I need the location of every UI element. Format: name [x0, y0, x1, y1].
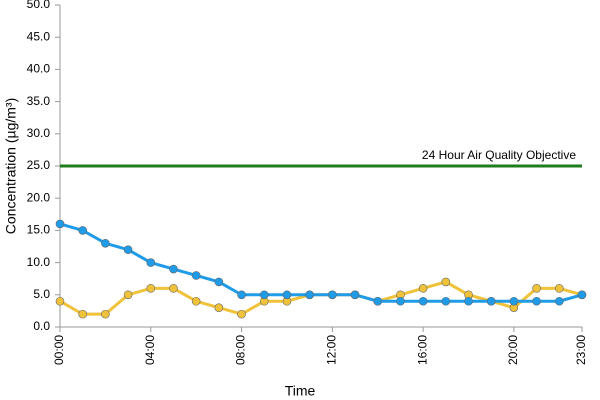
data-point [123, 245, 133, 255]
reference-label: 24 Hour Air Quality Objective [422, 148, 576, 162]
data-point [418, 284, 428, 293]
data-point [532, 296, 541, 306]
series-line [59, 222, 583, 303]
y-tick-label: 40.0 [27, 62, 51, 76]
data-point [555, 284, 564, 293]
x-tick-label: 16:00 [415, 335, 429, 365]
data-point [486, 296, 496, 306]
x-tick-label: 20:00 [506, 335, 520, 365]
y-tick-label: 35.0 [27, 94, 51, 108]
y-tick-label: 0.0 [33, 319, 50, 333]
data-point [101, 309, 110, 319]
data-point [146, 258, 156, 267]
data-point [214, 277, 224, 287]
y-tick-label: 30.0 [27, 126, 51, 140]
x-tick-label: 23:00 [574, 335, 588, 365]
data-point [441, 296, 451, 306]
y-tick-label: 15.0 [27, 223, 51, 237]
data-point [396, 296, 405, 306]
x-tick-label: 12:00 [325, 335, 339, 365]
data-point [146, 284, 156, 293]
data-point [214, 303, 224, 312]
data-point [169, 264, 178, 274]
data-point [259, 290, 269, 300]
data-point [191, 271, 201, 280]
y-axis-title: Concentration (µg/m³) [3, 98, 19, 234]
y-tick-label: 50.0 [27, 0, 51, 11]
y-tick-label: 45.0 [27, 29, 51, 43]
y-tick-label: 20.0 [27, 190, 51, 204]
x-tick-label: 00:00 [52, 335, 66, 365]
y-tick-label: 5.0 [33, 287, 50, 301]
data-point [532, 284, 541, 293]
data-point [577, 290, 587, 300]
data-point [282, 290, 292, 300]
data-point [169, 284, 178, 293]
x-axis-title: Time [285, 383, 316, 399]
data-point [237, 290, 246, 300]
data-point [78, 309, 87, 319]
data-point [123, 290, 133, 300]
data-point [101, 238, 110, 248]
y-tick-label: 25.0 [27, 158, 51, 172]
data-point [55, 296, 65, 306]
data-point [305, 290, 314, 300]
data-point [509, 296, 519, 306]
data-point [350, 290, 360, 300]
data-point [464, 296, 473, 306]
x-tick-label: 04:00 [143, 335, 157, 365]
data-point [441, 277, 451, 287]
data-point [418, 296, 428, 306]
data-point [555, 296, 564, 306]
data-point [55, 219, 65, 229]
y-tick-label: 10.0 [27, 255, 51, 269]
data-point [191, 296, 201, 306]
data-point [237, 309, 246, 319]
data-point [328, 290, 337, 300]
data-point [373, 296, 383, 306]
data-point [78, 226, 87, 235]
x-tick-label: 08:00 [234, 335, 248, 365]
series-line [59, 280, 583, 316]
